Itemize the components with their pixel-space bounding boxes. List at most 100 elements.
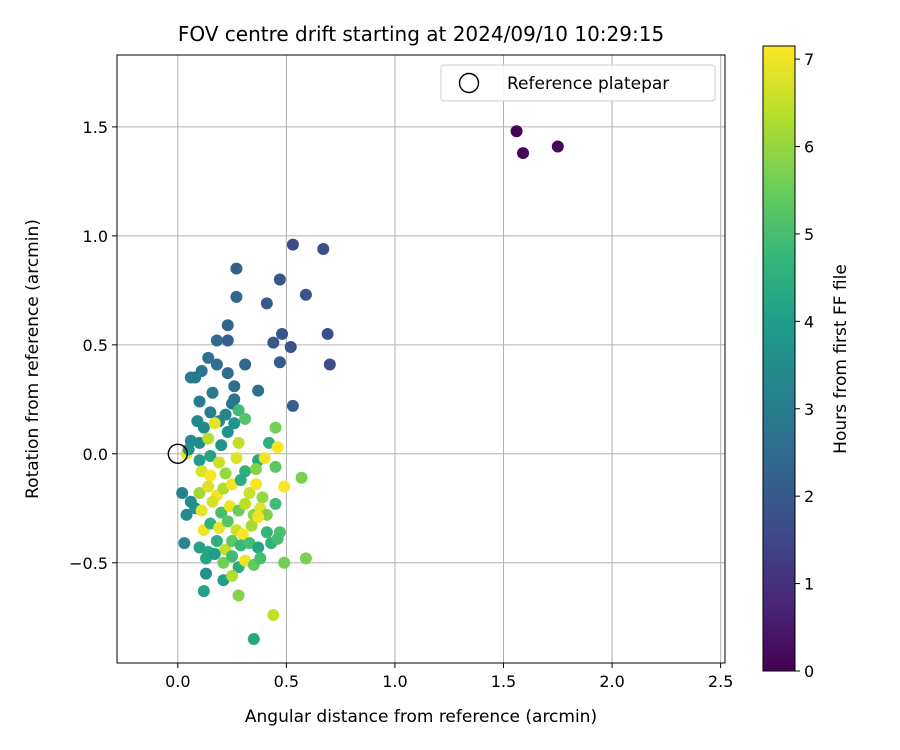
legend-box bbox=[440, 64, 716, 102]
data-point bbox=[197, 585, 210, 598]
data-point bbox=[197, 421, 210, 434]
data-point bbox=[215, 506, 228, 519]
data-point bbox=[178, 537, 191, 550]
y-tick-label: 1.0 bbox=[83, 227, 108, 246]
data-point bbox=[299, 288, 312, 301]
data-point bbox=[213, 521, 226, 534]
data-point bbox=[221, 334, 234, 347]
data-point bbox=[252, 510, 265, 523]
y-tick-label: −0.5 bbox=[69, 554, 108, 573]
data-point bbox=[273, 356, 286, 369]
y-tick-label: 0.5 bbox=[83, 336, 108, 355]
data-point bbox=[317, 242, 330, 255]
data-point bbox=[276, 327, 289, 340]
data-point bbox=[245, 519, 258, 532]
data-point bbox=[226, 569, 239, 582]
data-point bbox=[236, 528, 249, 541]
colorbar-tick-label: 0 bbox=[804, 662, 814, 681]
data-point bbox=[221, 367, 234, 380]
data-point bbox=[204, 449, 217, 462]
data-point bbox=[200, 567, 213, 580]
colorbar-tick-label: 5 bbox=[804, 225, 814, 244]
data-point bbox=[210, 534, 223, 547]
data-point bbox=[243, 487, 256, 500]
data-point bbox=[278, 556, 291, 569]
x-tick-label: 2.5 bbox=[708, 672, 733, 691]
y-tick-label: 1.5 bbox=[83, 118, 108, 137]
colorbar-ticks: 0 1 2 3 4 5 6 7 bbox=[795, 50, 814, 681]
colorbar-label: Hours from first FF file bbox=[831, 264, 851, 454]
x-tick-label: 0.5 bbox=[274, 672, 299, 691]
data-point bbox=[517, 147, 530, 160]
data-point bbox=[208, 548, 221, 561]
data-point bbox=[267, 336, 280, 349]
data-point bbox=[284, 341, 297, 354]
data-point bbox=[232, 589, 245, 602]
data-point bbox=[273, 273, 286, 286]
colorbar: 0 1 2 3 4 5 6 7 Hours from first FF file bbox=[762, 45, 851, 681]
data-point bbox=[193, 454, 206, 467]
data-points bbox=[176, 125, 564, 646]
data-point bbox=[208, 417, 221, 430]
legend-label: Reference platepar bbox=[507, 74, 669, 94]
data-point bbox=[221, 319, 234, 332]
data-point bbox=[234, 473, 247, 486]
data-point bbox=[286, 238, 299, 251]
data-point bbox=[202, 351, 215, 364]
data-point bbox=[271, 532, 284, 545]
data-point bbox=[182, 443, 195, 456]
y-axis-ticks: −0.5 0.0 0.5 1.0 1.5 bbox=[69, 118, 117, 573]
y-axis-label: Rotation from reference (arcmin) bbox=[23, 219, 43, 499]
data-point bbox=[267, 609, 280, 622]
data-point bbox=[193, 395, 206, 408]
chart-title: FOV centre drift starting at 2024/09/10 … bbox=[178, 22, 664, 46]
x-axis-label: Angular distance from reference (arcmin) bbox=[245, 707, 597, 727]
data-point bbox=[230, 290, 243, 303]
data-point bbox=[232, 436, 245, 449]
legend-marker-icon bbox=[458, 72, 480, 94]
data-point bbox=[230, 452, 243, 465]
colorbar-gradient bbox=[762, 45, 796, 672]
data-point bbox=[269, 460, 282, 473]
data-point bbox=[195, 504, 208, 517]
data-point bbox=[210, 334, 223, 347]
data-point bbox=[278, 480, 291, 493]
data-point bbox=[176, 487, 189, 500]
data-point bbox=[269, 497, 282, 510]
data-point bbox=[249, 478, 262, 491]
x-tick-label: 0.0 bbox=[165, 672, 190, 691]
data-point bbox=[219, 467, 232, 480]
colorbar-tick-label: 3 bbox=[804, 400, 814, 419]
plot-frame bbox=[116, 54, 726, 664]
data-point bbox=[228, 417, 241, 430]
data-point bbox=[232, 404, 245, 417]
data-point bbox=[510, 125, 523, 138]
data-point bbox=[271, 441, 284, 454]
data-point bbox=[258, 452, 271, 465]
data-point bbox=[202, 480, 215, 493]
x-tick-label: 1.5 bbox=[491, 672, 516, 691]
colorbar-tick-label: 4 bbox=[804, 312, 814, 331]
data-point bbox=[210, 358, 223, 371]
data-point bbox=[226, 550, 239, 563]
data-point bbox=[247, 633, 260, 646]
data-point bbox=[204, 406, 217, 419]
data-point bbox=[230, 262, 243, 275]
colorbar-tick-label: 1 bbox=[804, 575, 814, 594]
data-point bbox=[551, 140, 564, 153]
data-point bbox=[193, 487, 206, 500]
data-point bbox=[295, 471, 308, 484]
data-point bbox=[239, 497, 252, 510]
x-axis-ticks: 0.0 0.5 1.0 1.5 2.0 2.5 bbox=[165, 663, 733, 691]
data-point bbox=[260, 297, 273, 310]
data-point bbox=[254, 552, 267, 565]
data-point bbox=[256, 491, 269, 504]
data-point bbox=[239, 358, 252, 371]
data-point bbox=[215, 439, 228, 452]
data-point bbox=[269, 421, 282, 434]
data-point bbox=[252, 541, 265, 554]
data-point bbox=[323, 358, 336, 371]
data-point bbox=[239, 412, 252, 425]
data-point bbox=[321, 327, 334, 340]
reference-platepar-marker bbox=[167, 443, 189, 464]
